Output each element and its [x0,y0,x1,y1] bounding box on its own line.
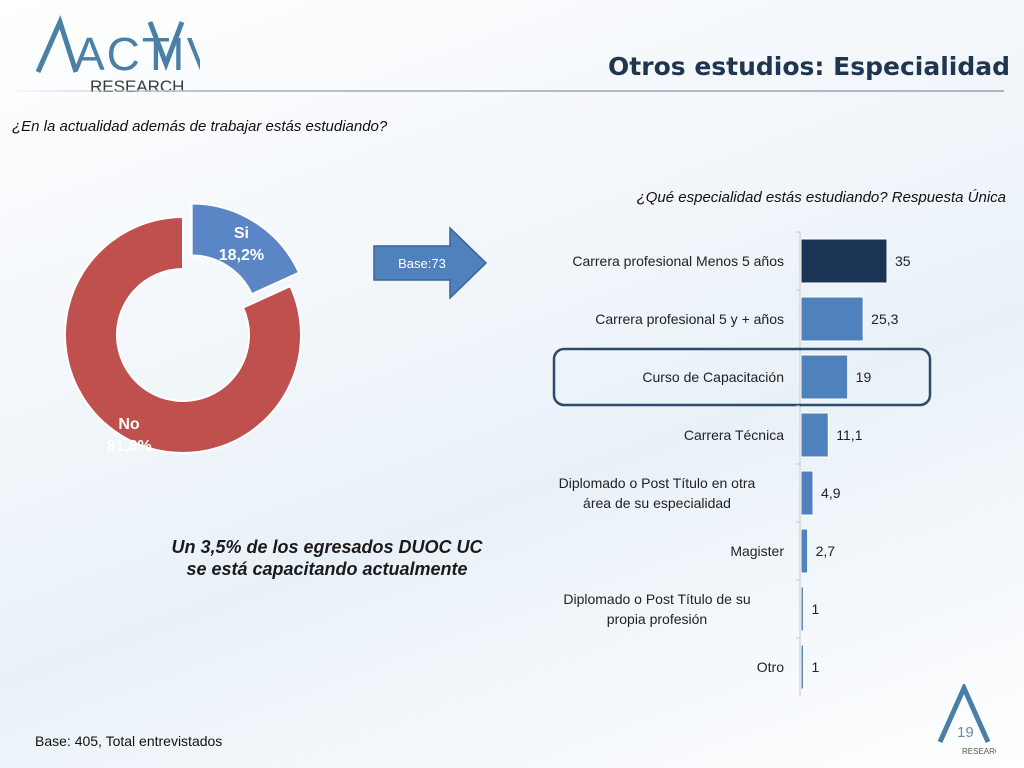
footer-base: Base: 405, Total entrevistados [35,733,223,749]
logo-sub-text: RESEARCH [90,77,184,96]
bar-2 [800,296,864,342]
donut-slice-no [64,215,302,454]
bar-value-label: 35 [895,253,911,269]
category-label: Carrera profesional 5 y + años [595,311,784,327]
bar-value-label: 19 [856,369,872,385]
title-divider [0,90,1004,92]
bar-value-label: 1 [811,601,819,617]
page-title: Otros estudios: Especialidad [608,52,1010,81]
highlight-box [552,347,932,407]
activa-research-logo: ACTIVA RESEARCH [35,14,200,96]
category-label: Curso de Capacitación [642,369,784,385]
bar-4 [800,412,829,458]
bar-1 [800,238,888,284]
donut-slice-si [190,202,301,296]
footer-logo-text: RESEARCH [962,747,996,756]
category-label: Otro [757,659,784,675]
logo-v-mark [147,21,185,72]
footer-logo: RESEARCH [937,684,996,756]
callout-text: Un 3,5% de los egresados DUOC UC se está… [171,537,483,579]
logo-main-text: ACTIVA [74,28,200,80]
sub-question: ¿Qué especialidad estás estudiando? Resp… [636,189,1006,206]
bar-7 [800,586,804,632]
donut-chart: Si 18,2% No 81,8% [64,202,302,455]
category-label: Magister [730,543,784,559]
slice-value-no: 81,8% [106,438,151,455]
arrow-shape [373,226,488,300]
category-label: Diplomado o Post Título en otra área de s… [559,475,756,511]
footer-logo-mark [937,684,991,744]
bar-value-label: 4,9 [821,485,841,501]
logo-a-mark [35,14,79,74]
base-arrow: Base:73 [373,226,488,300]
bar-value-label: 25,3 [871,311,898,327]
bar-value-label: 1 [811,659,819,675]
category-label: Diplomado o Post Título de su propia prof… [563,591,750,627]
bar-5 [800,470,814,516]
bar-value-label: 11,1 [836,427,862,443]
bar-8 [800,644,804,690]
category-label: Carrera profesional Menos 5 años [572,253,784,269]
bar-value-label: 2,7 [816,543,836,559]
base-label: Base:73 [398,256,446,271]
category-label: Carrera Técnica [684,427,784,443]
bar-chart: 35 Carrera profesional Menos 5 años 25,3 Ca… [552,231,932,696]
slice-label-no: No [118,416,140,433]
main-question: ¿En la actualidad además de trabajar est… [12,118,388,135]
slice-value-si: 18,2% [219,247,264,264]
bar-6 [800,528,809,574]
bar-3 [800,354,849,400]
page-number: 19 [957,724,974,741]
slice-label-si: Si [234,225,249,242]
